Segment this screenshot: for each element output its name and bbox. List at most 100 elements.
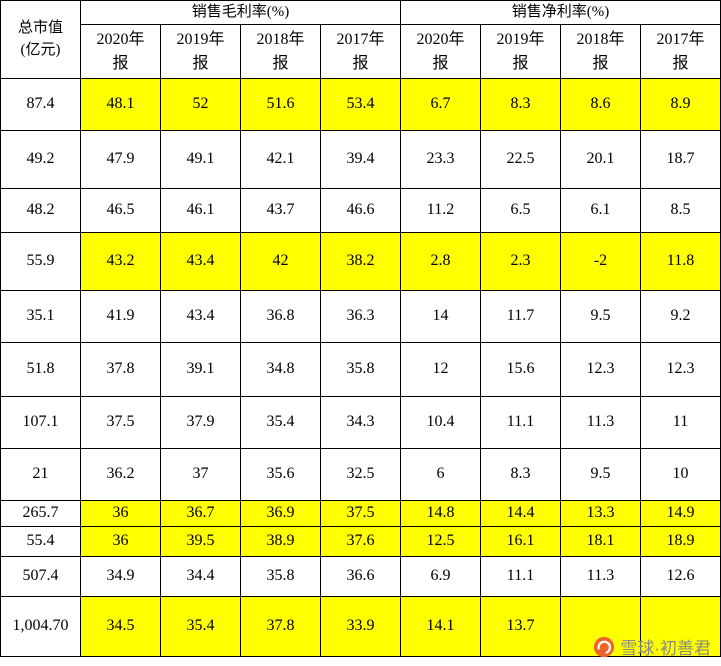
value-cell: 32.5 <box>320 448 401 501</box>
value-cell: 6.7 <box>400 78 481 131</box>
market-cap-cell: 21 <box>0 448 81 501</box>
market-cap-cell: 55.9 <box>0 232 81 291</box>
value-cell: 11 <box>640 396 721 449</box>
value-cell: 36.2 <box>80 448 161 501</box>
value-cell: 38.2 <box>320 232 401 291</box>
value-cell: 34.5 <box>80 596 161 657</box>
market-cap-cell: 51.8 <box>0 342 81 397</box>
value-cell: 6.1 <box>560 188 641 233</box>
table-row: 55.9 43.2 43.4 42 38.2 2.8 2.3 -2 11.8 <box>0 232 721 291</box>
value-cell: 8.9 <box>640 78 721 131</box>
value-cell: 6.5 <box>480 188 561 233</box>
value-cell: 52 <box>160 78 241 131</box>
value-cell: 14.8 <box>400 500 481 527</box>
value-cell: 35.4 <box>160 596 241 657</box>
value-cell: 12.6 <box>640 556 721 597</box>
group-header-gross-margin: 销售毛利率(%) <box>80 0 401 25</box>
value-cell: 33.9 <box>320 596 401 657</box>
value-cell: 35.6 <box>240 448 321 501</box>
value-cell: 11.1 <box>480 396 561 449</box>
corner-header: 总市值 (亿元) <box>0 0 81 79</box>
value-cell: 35.8 <box>320 342 401 397</box>
value-cell: 11.8 <box>640 232 721 291</box>
value-cell: 11.7 <box>480 290 561 343</box>
value-cell: 36.3 <box>320 290 401 343</box>
corner-header-line1: 总市值 <box>17 19 63 36</box>
value-cell: 12 <box>400 342 481 397</box>
year-header-row: 2020年报 2019年报 2018年报 2017年报 2020年报 2019年报 2018… <box>1 24 721 79</box>
value-cell: 12.5 <box>400 526 481 557</box>
value-cell: 46.1 <box>160 188 241 233</box>
value-cell <box>560 596 641 657</box>
table-row: 1,004.70 34.5 35.4 37.8 33.9 14.1 13.7 <box>0 596 721 657</box>
table-row: 107.1 37.5 37.9 35.4 34.3 10.4 11.1 11.3 11 <box>0 396 721 449</box>
market-cap-cell: 35.1 <box>0 290 81 343</box>
value-cell: 42 <box>240 232 321 291</box>
value-cell: 11.3 <box>560 396 641 449</box>
value-cell: 39.4 <box>320 130 401 189</box>
table-row: 87.4 48.1 52 51.6 53.4 6.7 8.3 8.6 8.9 <box>0 78 721 131</box>
value-cell: 36.8 <box>240 290 321 343</box>
market-cap-cell: 265.7 <box>0 500 81 527</box>
value-cell: 43.4 <box>160 290 241 343</box>
year-header-cell: 2020年报 <box>80 24 161 79</box>
value-cell: 36 <box>80 526 161 557</box>
table-row: 35.1 41.9 43.4 36.8 36.3 14 11.7 9.5 9.2 <box>0 290 721 343</box>
year-header-cell: 2017年报 <box>640 24 721 79</box>
value-cell: 37.8 <box>80 342 161 397</box>
table-row: 507.4 34.9 34.4 35.8 36.6 6.9 11.1 11.3 12.6 <box>0 556 721 597</box>
value-cell: 13.3 <box>560 500 641 527</box>
table-row: 48.2 46.5 46.1 43.7 46.6 11.2 6.5 6.1 8.5 <box>0 188 721 233</box>
value-cell: 9.5 <box>560 290 641 343</box>
value-cell: 14 <box>400 290 481 343</box>
market-cap-cell: 49.2 <box>0 130 81 189</box>
value-cell: 38.9 <box>240 526 321 557</box>
value-cell: 41.9 <box>80 290 161 343</box>
value-cell: 18.7 <box>640 130 721 189</box>
value-cell: 23.3 <box>400 130 481 189</box>
value-cell: 11.2 <box>400 188 481 233</box>
value-cell: 14.1 <box>400 596 481 657</box>
value-cell <box>640 596 721 657</box>
value-cell: 14.9 <box>640 500 721 527</box>
value-cell: 48.1 <box>80 78 161 131</box>
value-cell: 2.3 <box>480 232 561 291</box>
value-cell: 34.8 <box>240 342 321 397</box>
value-cell: 12.3 <box>560 342 641 397</box>
value-cell: 37 <box>160 448 241 501</box>
value-cell: 35.8 <box>240 556 321 597</box>
value-cell: 2.8 <box>400 232 481 291</box>
value-cell: 36.7 <box>160 500 241 527</box>
value-cell: 8.6 <box>560 78 641 131</box>
value-cell: 9.2 <box>640 290 721 343</box>
value-cell: 53.4 <box>320 78 401 131</box>
value-cell: 39.1 <box>160 342 241 397</box>
value-cell: 12.3 <box>640 342 721 397</box>
table-row: 49.2 47.9 49.1 42.1 39.4 23.3 22.5 20.1 18.7 <box>0 130 721 189</box>
value-cell: 37.6 <box>320 526 401 557</box>
group-header-row: 总市值 (亿元) 销售毛利率(%) 销售净利率(%) <box>0 0 721 79</box>
year-header-cell: 2020年报 <box>400 24 481 79</box>
table-row: 21 36.2 37 35.6 32.5 6 8.3 9.5 10 <box>0 448 721 501</box>
value-cell: 9.5 <box>560 448 641 501</box>
value-cell: 18.9 <box>640 526 721 557</box>
value-cell: 37.9 <box>160 396 241 449</box>
year-header-cell: 2017年报 <box>320 24 401 79</box>
value-cell: 36 <box>80 500 161 527</box>
value-cell: 43.7 <box>240 188 321 233</box>
value-cell: 16.1 <box>480 526 561 557</box>
value-cell: 34.4 <box>160 556 241 597</box>
value-cell: -2 <box>560 232 641 291</box>
value-cell: 42.1 <box>240 130 321 189</box>
value-cell: 35.4 <box>240 396 321 449</box>
value-cell: 37.5 <box>320 500 401 527</box>
value-cell: 14.4 <box>480 500 561 527</box>
value-cell: 13.7 <box>480 596 561 657</box>
value-cell: 36.9 <box>240 500 321 527</box>
value-cell: 8.3 <box>480 448 561 501</box>
value-cell: 43.4 <box>160 232 241 291</box>
table-row: 51.8 37.8 39.1 34.8 35.8 12 15.6 12.3 12.3 <box>0 342 721 397</box>
corner-header-line2: (亿元) <box>20 41 61 58</box>
value-cell: 18.1 <box>560 526 641 557</box>
